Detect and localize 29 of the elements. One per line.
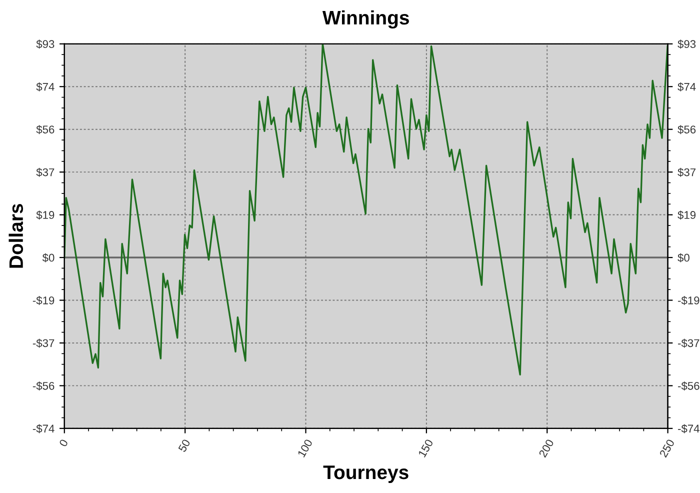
y2-tick-label: $37 [678,168,696,177]
x-tick-label: 0 [58,438,68,448]
chart-title: Winnings [322,10,409,29]
x-tick-label: 50 [178,438,191,453]
x-tick-label: 200 [538,438,554,458]
y-tick-label: $0 [42,253,54,262]
x-tick-label: 100 [297,438,313,458]
y2-tick-label: $74 [678,82,696,92]
y2-tick-label: $0 [678,253,690,262]
y-tick-label: $74 [36,82,54,92]
y2-tick-label: $19 [678,210,696,220]
x-axis-title: Tourneys [323,466,408,484]
y-axis-title: Dollars [8,204,24,268]
y2-tick-label: -$19 [678,296,700,306]
y2-tick-label: -$56 [678,381,700,390]
y-tick-label: $93 [36,40,54,49]
y-tick-label: -$37 [32,338,54,348]
y-tick-label: -$56 [32,381,54,390]
x-tick-label: 150 [418,438,434,458]
y2-tick-label: $93 [678,40,696,49]
y-tick-label: $37 [36,168,54,177]
y2-tick-label: -$37 [678,338,700,348]
y-tick-label: -$74 [32,424,54,434]
y-tick-label: -$19 [32,296,54,306]
y2-tick-label: -$74 [678,424,700,434]
y-tick-label: $56 [36,125,54,134]
y2-tick-label: $56 [678,125,696,134]
y-tick-label: $19 [36,210,54,220]
x-tick-label: 250 [659,438,675,458]
